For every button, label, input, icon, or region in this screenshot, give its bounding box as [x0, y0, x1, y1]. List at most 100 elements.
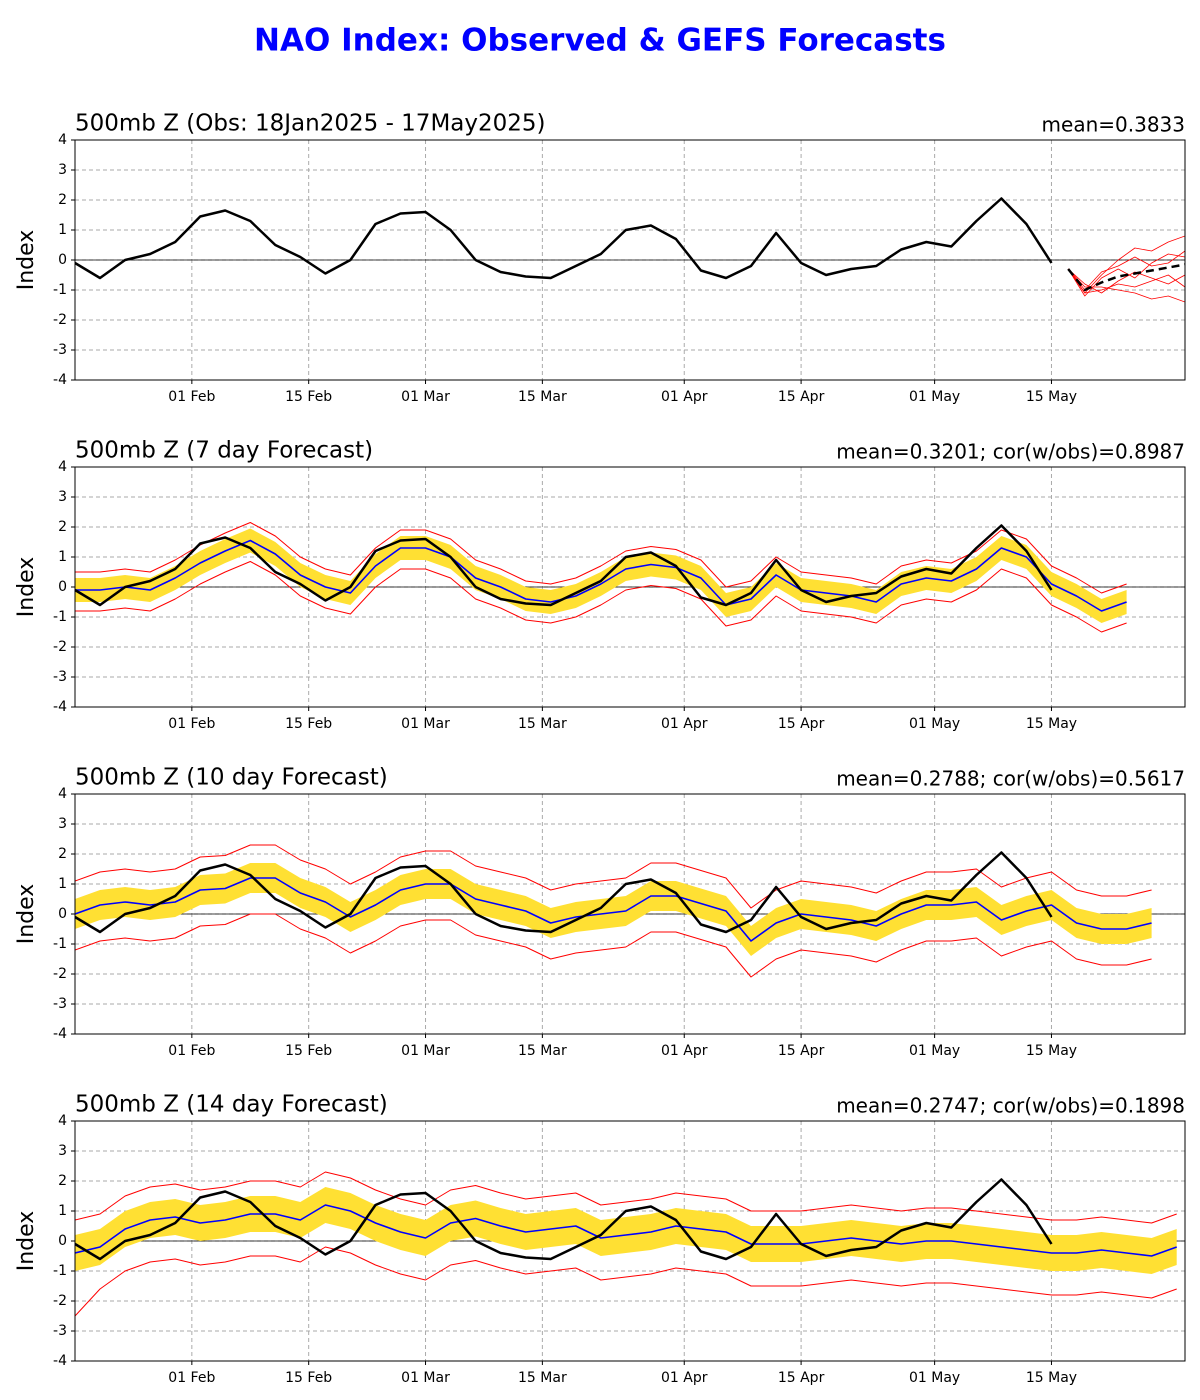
x-tick-label: 15 Apr — [778, 716, 825, 732]
y-tick-label: -3 — [53, 996, 67, 1012]
x-tick-label: 15 May — [1026, 716, 1077, 732]
x-tick-label: 15 Mar — [518, 389, 567, 405]
y-tick-label: -1 — [53, 936, 67, 952]
y-tick-label: 0 — [58, 252, 67, 268]
x-tick-label: 15 Mar — [518, 1370, 567, 1386]
x-tick-label: 01 Apr — [661, 1043, 708, 1059]
y-tick-label: -2 — [53, 1293, 67, 1309]
plot-area — [75, 1171, 1185, 1317]
y-tick-label: -4 — [53, 372, 67, 388]
series-line — [75, 913, 1152, 978]
x-tick-label: 15 Mar — [518, 1043, 567, 1059]
x-tick-label: 01 Feb — [168, 1043, 215, 1059]
series-line — [75, 524, 1053, 607]
y-tick-label: 0 — [58, 906, 67, 922]
plot-area — [75, 844, 1185, 978]
x-tick-label: 01 Feb — [168, 1370, 215, 1386]
series-line — [1067, 268, 1185, 294]
series-line — [1067, 263, 1185, 292]
series-line — [75, 1171, 1177, 1224]
y-axis-label: Index — [14, 557, 39, 618]
series-line — [75, 1246, 1177, 1317]
x-tick-label: 01 Mar — [401, 1370, 450, 1386]
y-axis-label: Index — [14, 230, 39, 291]
x-tick-label: 15 Apr — [778, 389, 825, 405]
plot-frame — [74, 139, 1186, 381]
spread-band — [75, 863, 1152, 956]
x-tick-label: 01 Apr — [661, 1370, 708, 1386]
x-tick-label: 01 May — [909, 716, 960, 732]
x-tick-label: 01 May — [909, 1043, 960, 1059]
y-tick-label: 3 — [58, 162, 67, 178]
panel-title: 500mb Z (10 day Forecast) — [75, 765, 388, 791]
plot-frame — [74, 1120, 1186, 1362]
panel-annotation: mean=0.3833 — [1042, 113, 1185, 137]
y-tick-label: -1 — [53, 609, 67, 625]
panel-title: 500mb Z (Obs: 18Jan2025 - 17May2025) — [75, 111, 546, 137]
plot-area — [75, 197, 1185, 303]
series-line — [1067, 250, 1185, 291]
panel-title: 500mb Z (7 day Forecast) — [75, 438, 373, 464]
series-line — [75, 851, 1053, 934]
y-tick-label: -1 — [53, 282, 67, 298]
x-tick-label: 01 Feb — [168, 389, 215, 405]
y-tick-label: 2 — [58, 519, 67, 535]
series-line — [75, 844, 1152, 909]
x-tick-label: 01 May — [909, 1370, 960, 1386]
spread-band — [75, 1187, 1177, 1274]
series-line — [75, 539, 1127, 612]
y-tick-label: -3 — [53, 669, 67, 685]
series-line — [75, 561, 1127, 633]
plot-frame — [74, 466, 1186, 708]
panel-annotation: mean=0.2747; cor(w/obs)=0.1898 — [836, 1094, 1185, 1118]
figure-title: NAO Index: Observed & GEFS Forecasts — [254, 23, 946, 59]
plot-area — [75, 522, 1185, 633]
x-tick-label: 01 May — [909, 389, 960, 405]
y-tick-label: 2 — [58, 1173, 67, 1189]
x-tick-label: 01 Apr — [661, 716, 708, 732]
y-tick-label: -1 — [53, 1263, 67, 1279]
series-line — [1067, 253, 1185, 297]
series-line — [1067, 268, 1185, 294]
y-tick-label: -2 — [53, 312, 67, 328]
y-tick-label: 3 — [58, 1143, 67, 1159]
plot-frame — [74, 793, 1186, 1035]
y-tick-label: -4 — [53, 699, 67, 715]
x-tick-label: 15 May — [1026, 1043, 1077, 1059]
panel-annotation: mean=0.2788; cor(w/obs)=0.5617 — [836, 767, 1185, 791]
y-tick-label: 1 — [58, 1203, 67, 1219]
y-axis-label: Index — [14, 884, 39, 945]
y-tick-label: -3 — [53, 342, 67, 358]
x-tick-label: 15 Mar — [518, 716, 567, 732]
x-tick-label: 15 Feb — [285, 1370, 332, 1386]
x-tick-label: 01 Mar — [401, 1043, 450, 1059]
y-tick-label: -2 — [53, 966, 67, 982]
x-tick-label: 15 May — [1026, 389, 1077, 405]
x-tick-label: 15 Feb — [285, 389, 332, 405]
y-tick-label: 2 — [58, 192, 67, 208]
y-tick-label: 1 — [58, 222, 67, 238]
y-tick-label: 0 — [58, 579, 67, 595]
x-tick-label: 15 Feb — [285, 716, 332, 732]
y-tick-label: 1 — [58, 549, 67, 565]
series-line — [75, 197, 1053, 280]
series-line — [75, 1204, 1177, 1257]
y-tick-label: 4 — [58, 132, 67, 148]
y-tick-label: 1 — [58, 876, 67, 892]
x-tick-label: 01 Mar — [401, 716, 450, 732]
y-tick-label: 4 — [58, 1113, 67, 1129]
y-tick-label: 2 — [58, 846, 67, 862]
y-tick-label: -4 — [53, 1353, 67, 1369]
panel-annotation: mean=0.3201; cor(w/obs)=0.8987 — [836, 440, 1185, 464]
y-tick-label: 3 — [58, 816, 67, 832]
y-tick-label: 4 — [58, 459, 67, 475]
y-tick-label: 0 — [58, 1233, 67, 1249]
panel-title: 500mb Z (14 day Forecast) — [75, 1092, 388, 1118]
y-tick-label: -2 — [53, 639, 67, 655]
x-tick-label: 01 Mar — [401, 389, 450, 405]
y-tick-label: -4 — [53, 1026, 67, 1042]
series-line — [75, 522, 1127, 594]
x-tick-label: 01 Feb — [168, 716, 215, 732]
x-tick-label: 15 Apr — [778, 1043, 825, 1059]
